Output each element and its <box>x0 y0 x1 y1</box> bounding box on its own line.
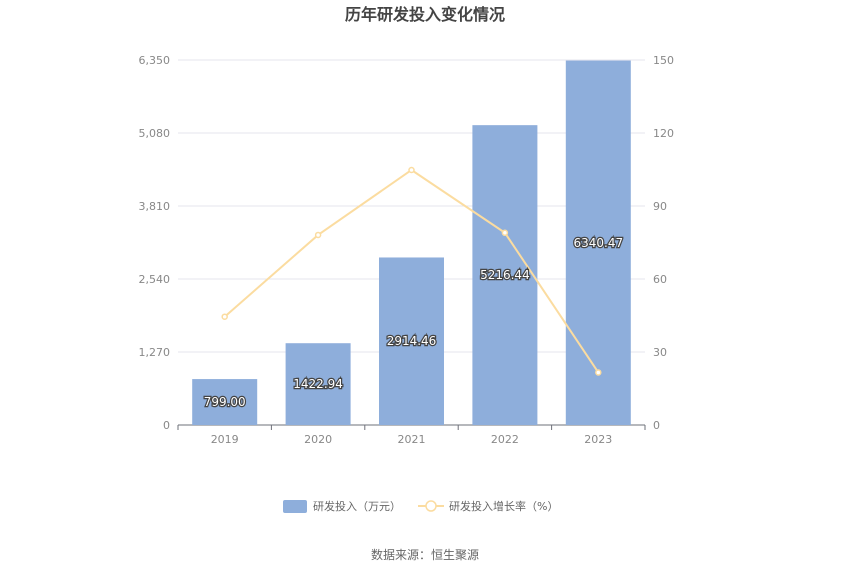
legend-bar-swatch <box>283 500 307 513</box>
y-left-tick-label: 5,080 <box>139 127 171 140</box>
bar-value-label: 5216.44 <box>480 268 530 282</box>
bar <box>565 60 631 425</box>
growth-rate-point <box>408 166 415 174</box>
y-left-tick-label: 3,810 <box>139 200 171 213</box>
growth-rate-point <box>595 369 602 376</box>
x-tick-label: 2022 <box>491 433 519 446</box>
growth-rate-point <box>314 231 322 239</box>
bar-value-label: 6340.47 <box>573 236 623 250</box>
y-left-tick-label: 1,270 <box>139 346 171 359</box>
bar <box>472 125 538 426</box>
x-tick-label: 2021 <box>398 433 426 446</box>
legend: 研发投入（万元） 研发投入增长率（%） <box>283 499 558 513</box>
legend-bar-label: 研发投入（万元） <box>313 499 401 513</box>
y-right-tick-label: 0 <box>653 419 660 432</box>
bar-value-label: 1422.94 <box>293 377 343 391</box>
legend-line-marker <box>425 500 437 512</box>
line-series <box>221 166 602 376</box>
y-right-tick-label: 30 <box>653 346 667 359</box>
chart-title: 历年研发投入变化情况 <box>345 5 505 24</box>
bar <box>192 379 258 425</box>
growth-rate-point <box>221 313 228 320</box>
legend-line-label: 研发投入增长率（%） <box>449 499 558 513</box>
bar-value-label: 2914.46 <box>387 334 437 348</box>
bar-value-label: 799.00 <box>204 395 246 409</box>
bar <box>285 343 351 425</box>
y-right-tick-label: 150 <box>653 54 674 67</box>
x-tick-label: 2020 <box>304 433 332 446</box>
x-tick-label: 2019 <box>211 433 239 446</box>
y-right-tick-label: 60 <box>653 273 667 286</box>
x-tick-label: 2023 <box>584 433 612 446</box>
y-right-tick-label: 90 <box>653 200 667 213</box>
y-left-tick-label: 0 <box>163 419 170 432</box>
bar <box>379 257 444 425</box>
y-left-tick-label: 6,350 <box>139 54 171 67</box>
bar-series <box>192 60 631 426</box>
y-left-tick-label: 2,540 <box>139 273 171 286</box>
data-source: 数据来源：恒生聚源 <box>371 547 479 562</box>
growth-rate-point <box>501 229 509 237</box>
y-right-tick-label: 120 <box>653 127 674 140</box>
data-labels: 799.00 1422.94 2914.46 5216.44 6340.47 <box>202 235 624 411</box>
